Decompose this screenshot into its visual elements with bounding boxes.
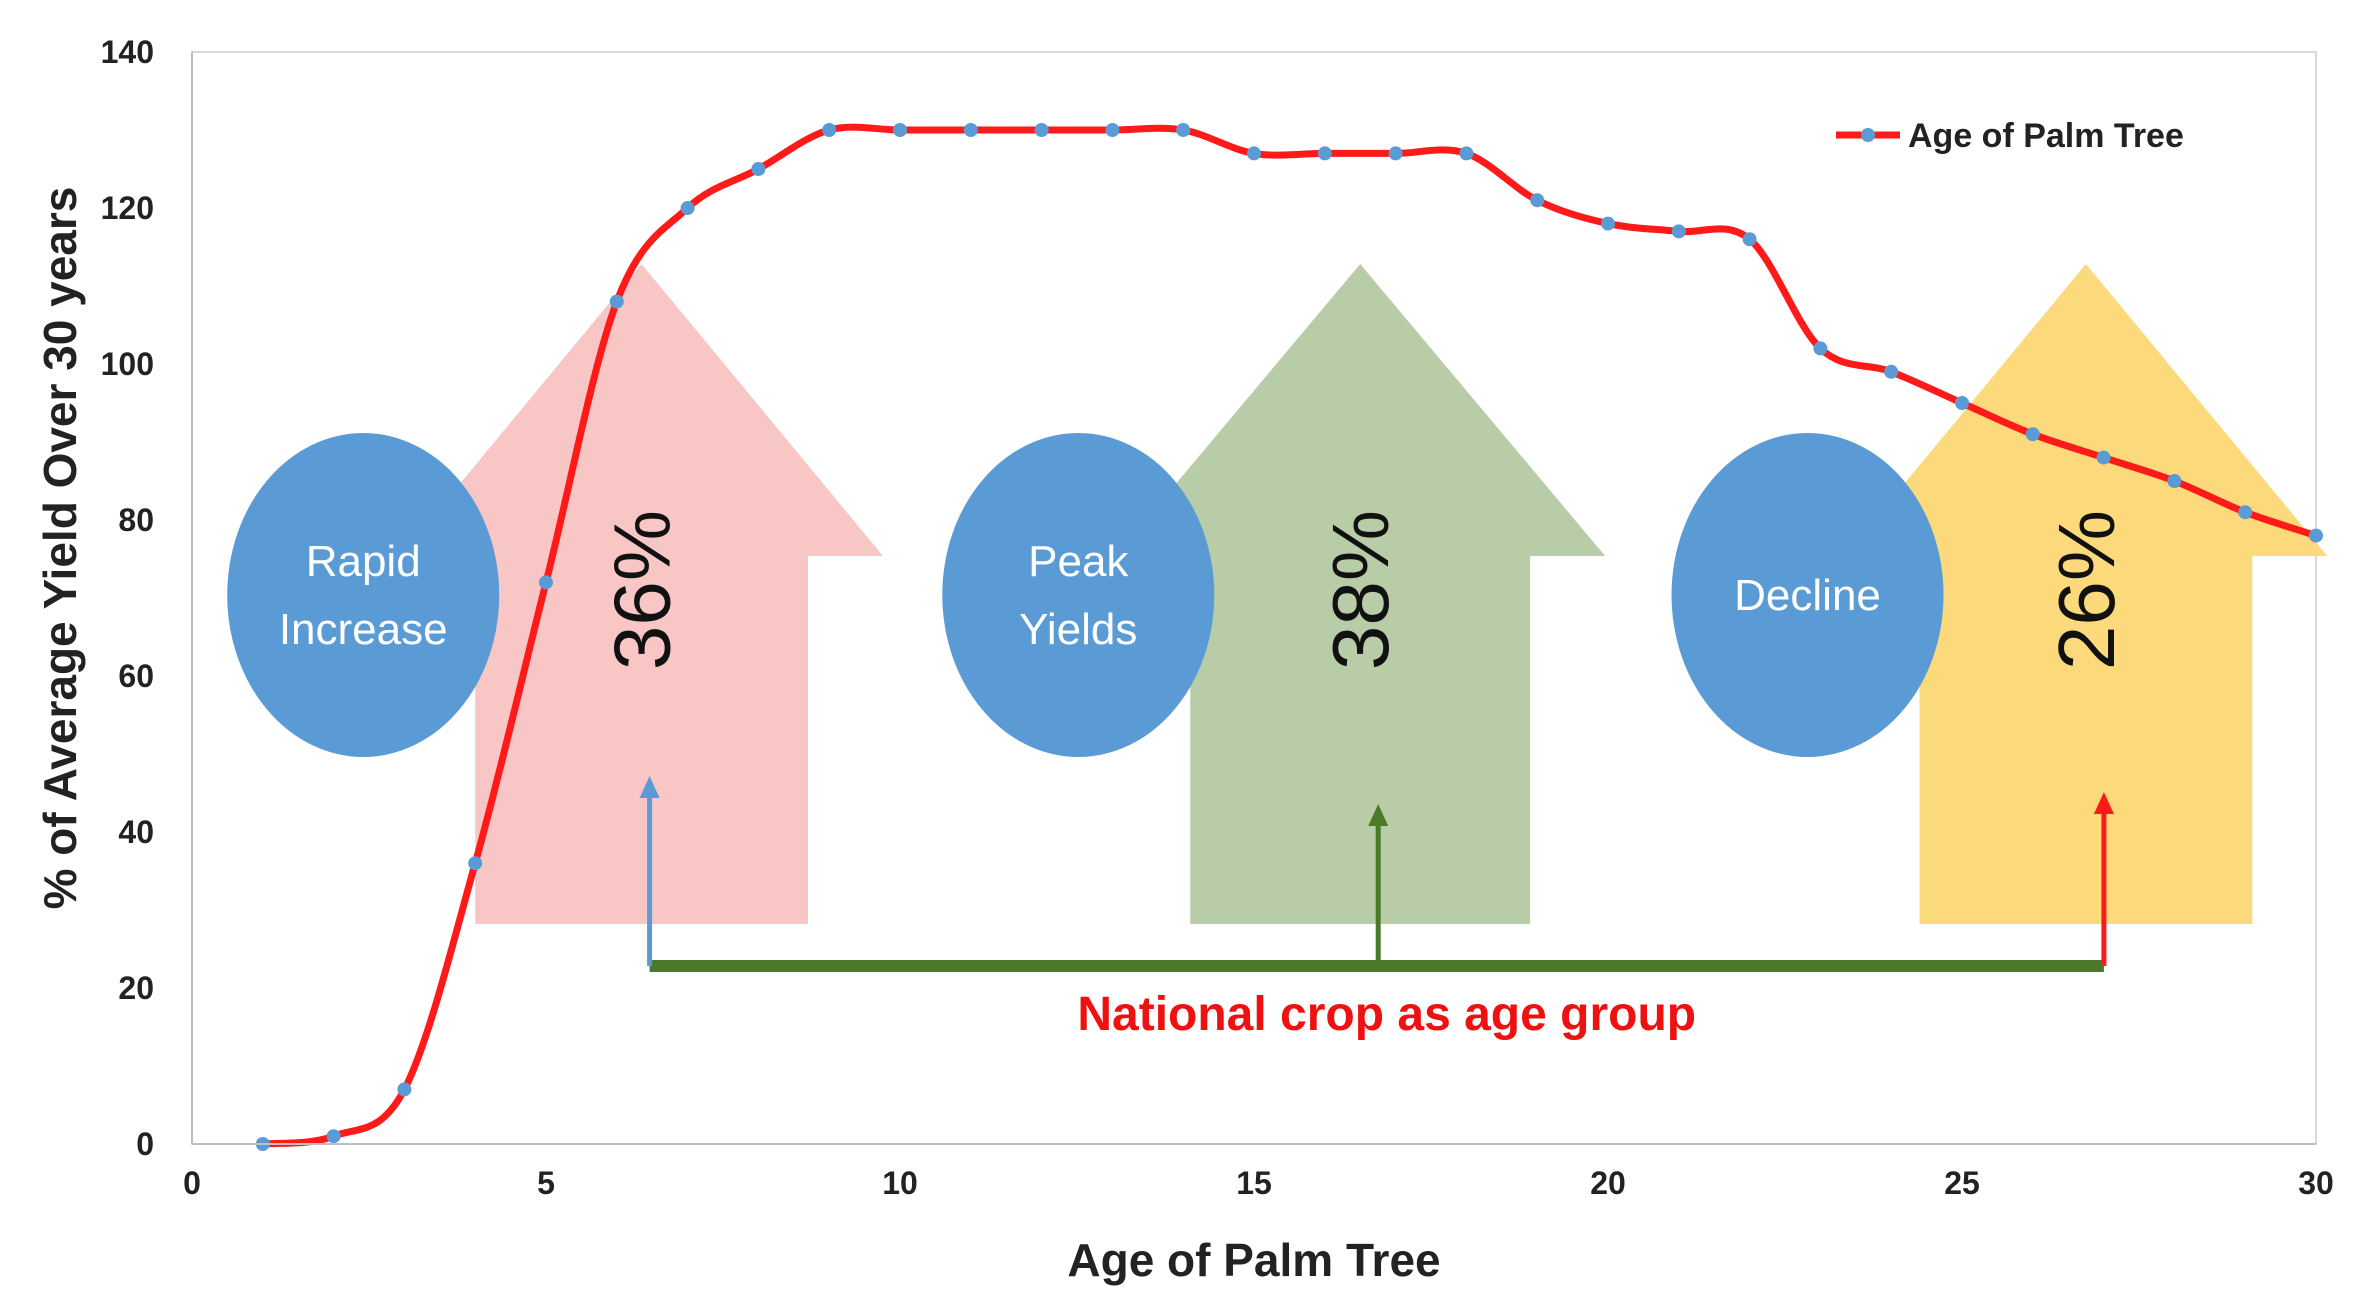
x-axis-title: Age of Palm Tree: [1067, 1234, 1440, 1286]
series-point: [2025, 427, 2040, 442]
series-point: [963, 123, 978, 137]
series-point: [1105, 123, 1120, 137]
series-point: [822, 123, 837, 137]
series-point: [751, 162, 766, 176]
series-group: [255, 123, 2323, 1151]
phase-arrows: 36% 38% 26%: [400, 264, 2328, 924]
series-point: [1459, 146, 1474, 161]
phase-name-label: Increase: [279, 605, 448, 654]
series-point: [1176, 123, 1191, 137]
legend-marker-swatch: [1861, 128, 1875, 142]
y-tick-label: 140: [101, 34, 154, 70]
national-crop-annotation: National crop as age group: [1077, 988, 1696, 1041]
axes-group: 0 5 10 15 20 25 30 0 20 40 60 80 100 120 140: [101, 34, 2334, 1201]
y-tick-label: 80: [118, 502, 154, 538]
series-point: [1317, 146, 1332, 161]
y-tick-label: 100: [101, 346, 154, 382]
legend-label: Age of Palm Tree: [1908, 117, 2184, 155]
series-line: [262, 123, 2318, 1148]
national-arrow-head: [639, 776, 660, 798]
y-tick-label: 120: [101, 190, 154, 226]
x-tick-label: 25: [1944, 1165, 1980, 1201]
series-point: [893, 123, 907, 137]
series-point: [1247, 146, 1261, 161]
annotation-group: [639, 776, 2114, 972]
series-point: [1742, 232, 1757, 247]
x-tick-label: 30: [2298, 1165, 2334, 1201]
phase-name-label: Peak: [1028, 537, 1129, 586]
series-point: [539, 575, 553, 590]
y-tick-label: 40: [118, 814, 154, 850]
phase-circles: Rapid Increase Peak Yields Decline: [227, 433, 1944, 757]
phase-circle: [227, 433, 500, 757]
phase-arrow: [1844, 264, 2328, 924]
series-point: [680, 201, 695, 215]
y-tick-label: 60: [118, 658, 154, 694]
phase-percent-label: 26%: [2042, 510, 2131, 670]
x-tick-label: 20: [1590, 1165, 1626, 1201]
national-arrow-head: [2093, 792, 2114, 814]
series-point: [326, 1129, 341, 1144]
national-arrow-head: [1368, 804, 1389, 826]
phase-circle: [942, 433, 1215, 757]
series-point: [609, 294, 624, 309]
series-point: [1530, 193, 1545, 208]
series-point: [1813, 341, 1828, 356]
series-point: [2238, 505, 2253, 520]
series-point: [2309, 528, 2323, 543]
phase-arrow: [400, 264, 883, 924]
x-tick-label: 10: [882, 1165, 918, 1201]
phase-percent-label: 36%: [598, 510, 687, 670]
phase-name-label: Yields: [1019, 605, 1137, 654]
series-point: [2096, 450, 2111, 465]
series-point: [2167, 474, 2182, 488]
series-point: [397, 1082, 412, 1097]
series-point: [1671, 224, 1686, 239]
y-axis-title: % of Average Yield Over 30 years: [34, 187, 86, 910]
x-tick-label: 5: [537, 1165, 555, 1201]
phase-arrow: [1115, 264, 1606, 924]
x-tick-label: 0: [183, 1165, 201, 1201]
series-point: [1884, 364, 1899, 379]
series-point: [1955, 396, 1969, 410]
phase-name-label: Decline: [1734, 571, 1881, 620]
legend: Age of Palm Tree: [1836, 117, 2184, 155]
y-tick-label: 0: [136, 1126, 154, 1162]
series-point: [1601, 216, 1615, 231]
phase-circle: [1671, 433, 1944, 757]
series-point: [468, 856, 483, 871]
series-point: [1388, 146, 1403, 161]
phase-percent-label: 38%: [1316, 510, 1405, 670]
x-tick-label: 15: [1236, 1165, 1272, 1201]
series-point: [1034, 123, 1049, 137]
phase-name-label: Rapid: [306, 537, 421, 586]
y-tick-label: 20: [118, 970, 154, 1006]
